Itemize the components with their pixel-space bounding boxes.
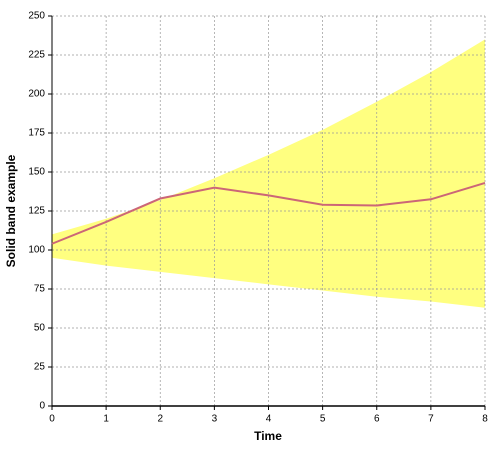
y-tick-label: 225 [28, 50, 45, 61]
y-tick-label: 0 [39, 401, 45, 412]
x-tick-label: 0 [49, 414, 55, 425]
y-tick-label: 175 [28, 128, 45, 139]
y-axis-title: Solid band example [4, 154, 18, 267]
y-tick-label: 250 [28, 11, 45, 22]
y-tick-label: 150 [28, 167, 45, 178]
x-tick-label: 8 [482, 414, 488, 425]
y-tick-label: 125 [28, 206, 45, 217]
y-tick-label: 100 [28, 245, 45, 256]
x-tick-label: 3 [212, 414, 218, 425]
x-tick-label: 4 [266, 414, 272, 425]
x-tick-label: 1 [103, 414, 109, 425]
x-axis-title: Time [254, 429, 282, 443]
line [51, 181, 486, 245]
y-tick-label: 75 [34, 284, 46, 295]
y-tick-label: 50 [34, 323, 46, 334]
y-tick-label: 200 [28, 89, 45, 100]
x-tick-label: 6 [374, 414, 380, 425]
y-tick-label: 25 [34, 362, 46, 373]
x-tick-label: 5 [320, 414, 326, 425]
x-tick-label: 7 [428, 414, 434, 425]
x-tick-label: 2 [157, 414, 163, 425]
